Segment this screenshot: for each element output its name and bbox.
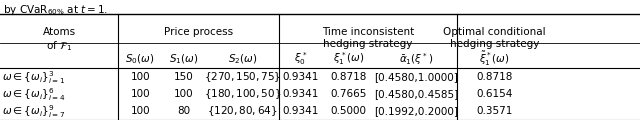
Text: [0.4580,1.0000]: [0.4580,1.0000] xyxy=(374,72,458,82)
Text: 0.9341: 0.9341 xyxy=(283,106,319,116)
Text: 100: 100 xyxy=(131,72,150,82)
Text: 0.8718: 0.8718 xyxy=(477,72,513,82)
Text: Price process: Price process xyxy=(164,27,234,37)
Text: 0.9341: 0.9341 xyxy=(283,72,319,82)
Text: $\omega \in \{\omega_i\}_{i=7}^{9}$: $\omega \in \{\omega_i\}_{i=7}^{9}$ xyxy=(2,103,65,120)
Text: 80: 80 xyxy=(177,106,190,116)
Text: [0.4580,0.4585]: [0.4580,0.4585] xyxy=(374,89,458,99)
Text: 0.8718: 0.8718 xyxy=(331,72,367,82)
Text: 0.3571: 0.3571 xyxy=(477,106,513,116)
Text: $\tilde{\xi}_1^*(\omega)$: $\tilde{\xi}_1^*(\omega)$ xyxy=(479,50,510,68)
Text: 100: 100 xyxy=(174,89,193,99)
Text: 0.6154: 0.6154 xyxy=(477,89,513,99)
Text: 100: 100 xyxy=(131,89,150,99)
Text: $S_0(\omega)$: $S_0(\omega)$ xyxy=(125,52,155,66)
Text: 0.7665: 0.7665 xyxy=(331,89,367,99)
Text: $\omega \in \{\omega_i\}_{i=1}^{3}$: $\omega \in \{\omega_i\}_{i=1}^{3}$ xyxy=(2,69,65,86)
Text: [0.1992,0.2000]: [0.1992,0.2000] xyxy=(374,106,458,116)
Text: $S_1(\omega)$: $S_1(\omega)$ xyxy=(169,52,198,66)
Text: $S_2(\omega)$: $S_2(\omega)$ xyxy=(228,52,257,66)
Text: Time inconsistent
hedging strategy: Time inconsistent hedging strategy xyxy=(322,27,414,49)
Text: $\bar{\alpha}_1(\xi^*)$: $\bar{\alpha}_1(\xi^*)$ xyxy=(399,51,433,67)
Text: $\{120,80,64\}$: $\{120,80,64\}$ xyxy=(207,104,278,118)
Text: $\xi_1^*(\omega)$: $\xi_1^*(\omega)$ xyxy=(333,51,364,67)
Text: $\xi_0^*$: $\xi_0^*$ xyxy=(294,51,307,67)
Text: 0.5000: 0.5000 xyxy=(331,106,367,116)
Text: 0.9341: 0.9341 xyxy=(283,89,319,99)
Text: Atoms
of $\mathcal{F}_1$: Atoms of $\mathcal{F}_1$ xyxy=(43,27,76,53)
Text: $\{180,100,50\}$: $\{180,100,50\}$ xyxy=(204,87,281,101)
Text: 100: 100 xyxy=(131,106,150,116)
Text: 150: 150 xyxy=(174,72,193,82)
Text: by CVaR$_{60\%}$ at $t=1$.: by CVaR$_{60\%}$ at $t=1$. xyxy=(3,3,108,17)
Text: Optimal conditional
hedging strategy: Optimal conditional hedging strategy xyxy=(444,27,546,49)
Text: $\omega \in \{\omega_i\}_{i=4}^{6}$: $\omega \in \{\omega_i\}_{i=4}^{6}$ xyxy=(2,86,65,103)
Text: $\{270,150,75\}$: $\{270,150,75\}$ xyxy=(204,70,281,84)
